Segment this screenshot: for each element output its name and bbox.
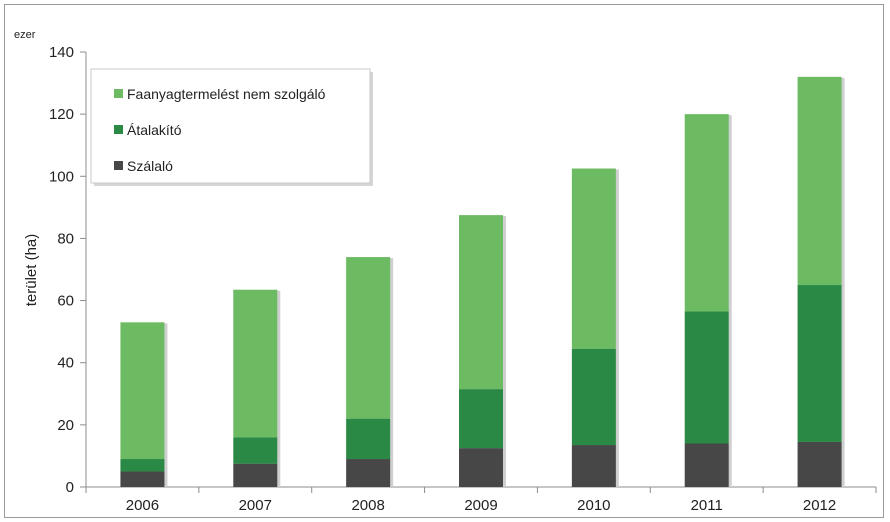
x-tick-label: 2007 <box>239 497 272 514</box>
y-tick-label: 120 <box>49 106 74 123</box>
y-tick-label: 100 <box>49 168 74 185</box>
bar-segment-szalalo <box>459 448 503 487</box>
x-tick-label: 2010 <box>577 497 610 514</box>
bar-segment-atalakito <box>459 389 503 449</box>
bar-segment-atalakito <box>346 418 391 460</box>
y-unit-label: ezer <box>14 29 36 41</box>
y-tick-label: 140 <box>49 44 74 61</box>
bar-segment-faanyagtermelest-nem-szolgalo <box>797 76 842 286</box>
bar-segment-szalalo <box>571 445 616 487</box>
bar-segment-faanyagtermelest-nem-szolgalo <box>459 215 503 390</box>
bar-segment-faanyagtermelest-nem-szolgalo <box>346 257 391 419</box>
bar-segment-faanyagtermelest-nem-szolgalo <box>120 322 165 460</box>
legend-swatch <box>114 161 123 170</box>
y-tick-label: 60 <box>57 293 74 310</box>
bar-segment-faanyagtermelest-nem-szolgalo <box>233 289 278 438</box>
legend: Faanyagtermelést nem szolgáló Átalakító Sz… <box>90 68 373 186</box>
x-axis: 2006 2007 2008 2009 2010 2011 2012 <box>85 486 877 514</box>
bar-segment-szalalo <box>684 443 729 487</box>
x-tick-label: 2006 <box>126 497 159 514</box>
bar-segment-szalalo <box>120 471 165 487</box>
y-axis-title: terület (ha) <box>23 234 40 307</box>
legend-swatch <box>114 89 123 98</box>
bar-segment-faanyagtermelest-nem-szolgalo <box>684 114 729 312</box>
bar-segment-szalalo <box>797 441 842 487</box>
y-tick-label: 80 <box>57 230 74 247</box>
bar-segment-atalakito <box>120 459 165 472</box>
x-tick-label: 2012 <box>803 497 836 514</box>
bar-segment-szalalo <box>346 459 391 487</box>
bar-segment-atalakito <box>797 285 842 442</box>
legend-label: Szálaló <box>127 158 173 174</box>
x-tick-label: 2008 <box>351 497 384 514</box>
legend-label: Faanyagtermelést nem szolgáló <box>127 86 326 102</box>
x-tick-label: 2009 <box>464 497 497 514</box>
x-tick-label: 2011 <box>691 497 723 514</box>
y-tick-label: 20 <box>57 417 74 434</box>
legend-swatch <box>114 125 123 134</box>
legend-label: Átalakító <box>127 122 182 138</box>
y-tick-label: 0 <box>66 479 74 496</box>
y-tick-label: 40 <box>57 355 74 372</box>
bar-segment-atalakito <box>233 437 278 464</box>
bar-segment-szalalo <box>233 463 278 487</box>
bar-segment-faanyagtermelest-nem-szolgalo <box>571 168 616 349</box>
bars <box>120 76 845 488</box>
bar-segment-atalakito <box>571 348 616 446</box>
bar-segment-atalakito <box>684 311 729 444</box>
legend-box <box>90 68 371 184</box>
y-axis: 0 20 40 60 80 100 120 140 <box>49 44 87 496</box>
